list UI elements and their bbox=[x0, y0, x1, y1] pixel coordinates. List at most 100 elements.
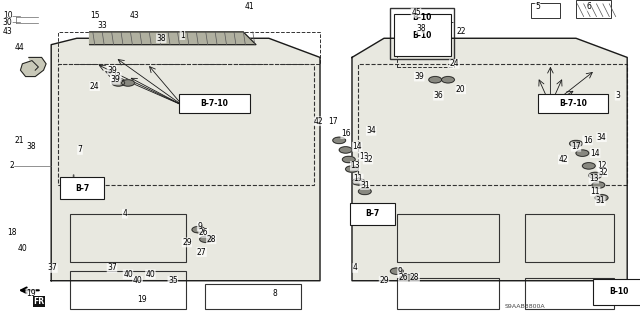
Text: 34: 34 bbox=[596, 133, 607, 142]
Text: 23: 23 bbox=[111, 72, 122, 81]
Circle shape bbox=[333, 137, 346, 144]
Text: 17: 17 bbox=[571, 142, 581, 151]
Text: 8: 8 bbox=[273, 289, 278, 298]
Bar bbox=[531, 3, 560, 18]
Text: 14: 14 bbox=[590, 149, 600, 158]
Polygon shape bbox=[352, 38, 627, 281]
Text: 38: 38 bbox=[416, 24, 426, 33]
Text: 20: 20 bbox=[456, 85, 466, 94]
Text: B-10: B-10 bbox=[609, 287, 628, 296]
FancyBboxPatch shape bbox=[350, 203, 395, 225]
Text: 36: 36 bbox=[433, 91, 444, 100]
Text: 40: 40 bbox=[17, 244, 28, 253]
Text: 16: 16 bbox=[582, 136, 593, 145]
Text: S9AAB3800A: S9AAB3800A bbox=[504, 304, 545, 309]
Bar bbox=[58, 64, 314, 185]
Text: 30: 30 bbox=[3, 18, 13, 27]
Bar bbox=[576, 0, 611, 18]
Text: 18: 18 bbox=[7, 228, 16, 237]
Text: 10: 10 bbox=[3, 11, 13, 20]
Text: 45: 45 bbox=[411, 8, 421, 17]
Text: 17: 17 bbox=[328, 117, 338, 126]
Bar bbox=[70, 214, 186, 262]
Text: 24: 24 bbox=[90, 82, 100, 91]
Text: 39: 39 bbox=[107, 66, 117, 75]
Text: 33: 33 bbox=[97, 21, 108, 30]
Bar bbox=[397, 22, 454, 67]
Circle shape bbox=[582, 163, 595, 169]
Text: 34: 34 bbox=[366, 126, 376, 135]
Text: 44: 44 bbox=[14, 43, 24, 52]
Text: 40: 40 bbox=[145, 270, 156, 279]
Circle shape bbox=[352, 179, 365, 185]
Text: 41: 41 bbox=[244, 2, 255, 11]
Circle shape bbox=[358, 188, 371, 195]
FancyBboxPatch shape bbox=[394, 14, 451, 56]
Circle shape bbox=[429, 77, 442, 83]
FancyBboxPatch shape bbox=[593, 279, 640, 305]
Circle shape bbox=[112, 80, 125, 86]
Text: 11: 11 bbox=[354, 174, 363, 183]
Text: 39: 39 bbox=[110, 75, 120, 84]
Bar bbox=[525, 214, 614, 262]
Text: 5: 5 bbox=[535, 2, 540, 11]
Circle shape bbox=[346, 166, 358, 172]
Text: 37: 37 bbox=[47, 263, 58, 272]
Text: FR: FR bbox=[33, 297, 44, 306]
Circle shape bbox=[200, 236, 212, 242]
Text: 11: 11 bbox=[591, 187, 600, 196]
Polygon shape bbox=[51, 38, 320, 281]
Text: 40: 40 bbox=[123, 270, 133, 279]
Text: 43: 43 bbox=[3, 27, 13, 36]
Text: 12: 12 bbox=[359, 152, 368, 161]
Text: 42: 42 bbox=[314, 117, 324, 126]
Text: 28: 28 bbox=[207, 235, 216, 244]
Text: FR: FR bbox=[33, 297, 44, 306]
Text: 38: 38 bbox=[156, 34, 166, 43]
Bar bbox=[205, 284, 301, 309]
Circle shape bbox=[342, 156, 355, 163]
Text: 40: 40 bbox=[132, 276, 143, 285]
Text: 14: 14 bbox=[352, 142, 362, 151]
Text: 35: 35 bbox=[168, 276, 178, 285]
Text: B-7-10: B-7-10 bbox=[559, 99, 587, 108]
Bar bbox=[390, 8, 454, 59]
Circle shape bbox=[390, 268, 403, 274]
Text: 19: 19 bbox=[137, 295, 147, 304]
Text: 13: 13 bbox=[350, 161, 360, 170]
Text: 4: 4 bbox=[122, 209, 127, 218]
Text: 22: 22 bbox=[456, 27, 465, 36]
Text: 32: 32 bbox=[363, 155, 373, 164]
Text: 26: 26 bbox=[398, 273, 408, 282]
Text: 26: 26 bbox=[198, 228, 209, 237]
Text: 9: 9 bbox=[397, 267, 403, 276]
Circle shape bbox=[339, 147, 352, 153]
Circle shape bbox=[570, 140, 582, 147]
Text: 43: 43 bbox=[129, 11, 140, 20]
Circle shape bbox=[595, 195, 608, 201]
Text: 31: 31 bbox=[595, 197, 605, 205]
Bar bbox=[525, 278, 614, 309]
Text: 3: 3 bbox=[615, 91, 620, 100]
Text: 24: 24 bbox=[449, 59, 460, 68]
Circle shape bbox=[592, 182, 605, 188]
Text: B-7: B-7 bbox=[75, 184, 89, 193]
Bar bbox=[397, 278, 499, 309]
Bar bbox=[358, 64, 627, 185]
Circle shape bbox=[400, 274, 413, 281]
Text: 4: 4 bbox=[353, 263, 358, 272]
FancyBboxPatch shape bbox=[60, 177, 104, 199]
Text: 32: 32 bbox=[598, 168, 608, 177]
FancyBboxPatch shape bbox=[538, 94, 608, 113]
Bar bbox=[397, 214, 499, 262]
Text: 21: 21 bbox=[15, 136, 24, 145]
Circle shape bbox=[589, 172, 602, 179]
Polygon shape bbox=[90, 32, 256, 45]
Text: 37: 37 bbox=[107, 263, 117, 272]
Bar bbox=[70, 271, 186, 309]
Text: 12: 12 bbox=[597, 161, 606, 170]
Text: 28: 28 bbox=[410, 273, 419, 282]
Text: 39: 39 bbox=[414, 72, 424, 81]
Text: 9: 9 bbox=[197, 222, 202, 231]
Text: 29: 29 bbox=[182, 238, 192, 247]
